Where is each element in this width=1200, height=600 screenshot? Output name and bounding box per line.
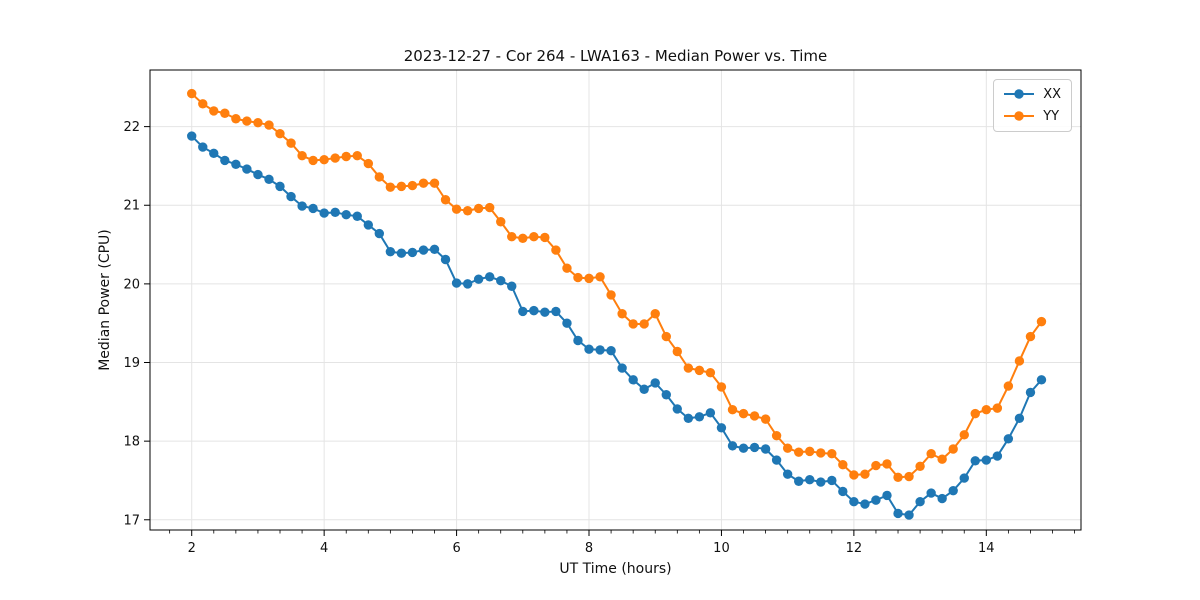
- xx-series-line-marker-icon: [1004, 89, 1035, 99]
- svg-text:6: 6: [452, 541, 460, 556]
- yy-series-line-marker-icon: [1004, 111, 1035, 121]
- svg-text:21: 21: [123, 199, 140, 214]
- legend: XX YY: [993, 79, 1072, 132]
- svg-text:12: 12: [846, 541, 863, 556]
- svg-text:17: 17: [123, 513, 140, 528]
- legend-label-yy: YY: [1043, 108, 1060, 124]
- svg-text:20: 20: [123, 277, 140, 292]
- svg-text:18: 18: [123, 435, 140, 450]
- legend-label-xx: XX: [1043, 86, 1061, 102]
- y-axis-label: Median Power (CPU): [97, 229, 113, 371]
- svg-text:4: 4: [320, 541, 328, 556]
- x-axis-label: UT Time (hours): [559, 561, 672, 577]
- svg-text:14: 14: [978, 541, 995, 556]
- svg-text:10: 10: [713, 541, 730, 556]
- svg-text:22: 22: [123, 120, 140, 135]
- legend-entry-xx: XX: [1003, 84, 1061, 104]
- svg-text:19: 19: [123, 356, 140, 371]
- svg-text:2: 2: [188, 541, 196, 556]
- chart-title: 2023-12-27 - Cor 264 - LWA163 - Median P…: [403, 47, 828, 65]
- legend-entry-yy: YY: [1003, 106, 1061, 126]
- svg-text:8: 8: [585, 541, 593, 556]
